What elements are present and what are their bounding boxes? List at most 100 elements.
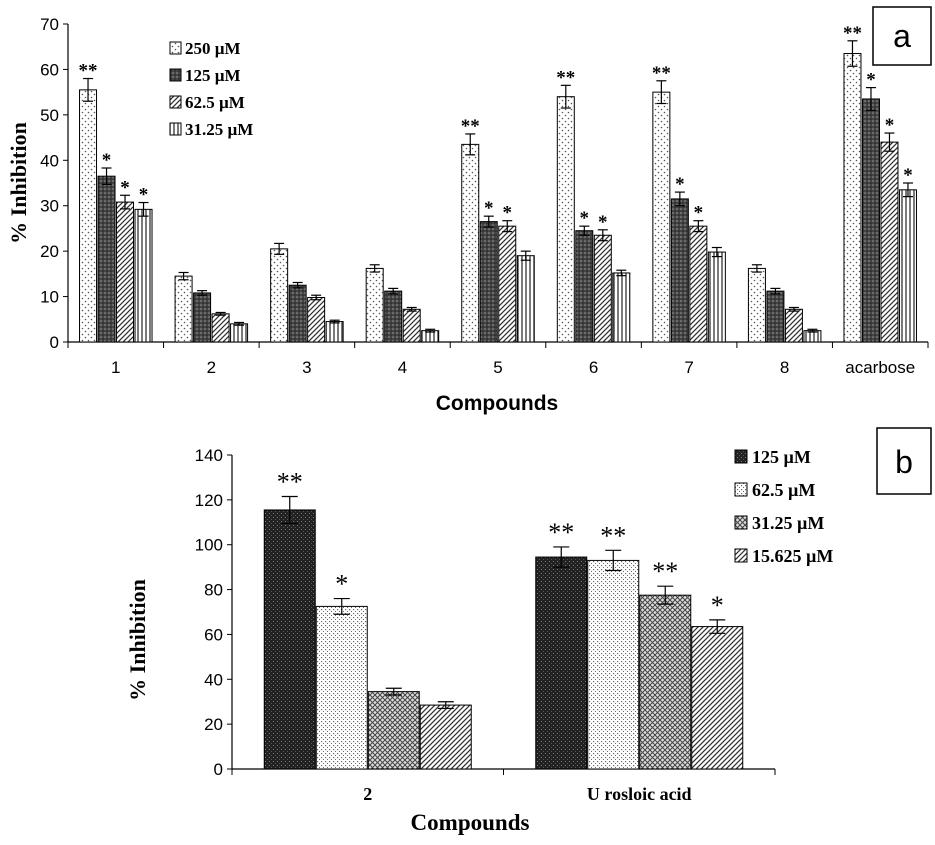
significance-mark-a: * xyxy=(580,208,590,229)
y-axis-label-b: % Inhibition xyxy=(125,579,150,701)
legend-label-b: 62.5 µM xyxy=(752,480,815,500)
legend-label-a: 62.5 µM xyxy=(185,93,245,112)
bar-a xyxy=(516,255,535,343)
bar-b xyxy=(639,594,692,770)
bar-a xyxy=(193,292,212,343)
bar-a xyxy=(288,284,307,343)
bar-a xyxy=(97,175,116,343)
y-tick-label-a: 40 xyxy=(40,151,59,170)
y-axis-label-a: % Inhibition xyxy=(6,122,31,244)
y-tick-label-b: 80 xyxy=(204,581,223,600)
y-tick-label-b: 40 xyxy=(204,670,223,689)
y-tick-label-a: 0 xyxy=(50,333,59,352)
bar-a xyxy=(384,290,403,343)
bar-b xyxy=(419,704,472,770)
legend-label-b: 125 µM xyxy=(752,447,811,467)
panel-label-box-a xyxy=(872,6,932,66)
bar-a xyxy=(670,198,689,343)
legend-label-a: 250 µM xyxy=(185,39,241,58)
significance-mark-b: ** xyxy=(652,557,678,586)
significance-mark-b: * xyxy=(335,570,348,599)
significance-mark-a: ** xyxy=(843,23,862,44)
bar-a xyxy=(898,189,917,343)
legend-swatch-b xyxy=(734,548,748,563)
y-tick-label-a: 20 xyxy=(40,242,59,261)
bar-a xyxy=(79,89,98,343)
bar-a xyxy=(747,267,766,343)
legend-swatch-a xyxy=(169,95,182,109)
x-tick-label-a: 3 xyxy=(302,358,311,377)
significance-mark-b: * xyxy=(711,591,724,620)
bar-b xyxy=(367,691,420,770)
x-tick-label-b: U rosloic acid xyxy=(587,784,692,804)
significance-mark-b: ** xyxy=(600,521,626,550)
legend-label-a: 125 µM xyxy=(185,66,241,85)
significance-mark-a: * xyxy=(885,115,895,136)
bar-a xyxy=(230,323,249,343)
x-tick-label-a: 7 xyxy=(684,358,693,377)
bar-a xyxy=(784,308,803,343)
y-tick-label-b: 120 xyxy=(195,491,223,510)
y-tick-label-b: 140 xyxy=(195,446,223,465)
bar-a xyxy=(461,143,480,343)
legend-label-a: 31.25 µM xyxy=(185,120,253,139)
significance-mark-a: * xyxy=(484,198,494,219)
bar-a xyxy=(211,313,230,343)
significance-mark-b: ** xyxy=(277,467,303,496)
legend-swatch-b xyxy=(734,449,748,464)
bar-a xyxy=(365,267,384,343)
bar-a xyxy=(575,230,594,343)
bar-a xyxy=(843,53,862,343)
bar-b xyxy=(691,626,744,770)
x-tick-label-a: 5 xyxy=(493,358,502,377)
x-tick-label-a: 8 xyxy=(780,358,789,377)
bar-b xyxy=(587,559,640,770)
bar-b xyxy=(535,556,588,770)
bar-a xyxy=(325,321,344,343)
significance-mark-a: * xyxy=(139,185,149,206)
legend-swatch-a xyxy=(169,41,182,55)
y-tick-label-b: 0 xyxy=(214,760,223,779)
x-axis-label-b: Compounds xyxy=(411,810,530,835)
bar-a xyxy=(116,201,135,343)
panel-label-b: b xyxy=(895,444,913,480)
significance-mark-a: * xyxy=(675,174,685,195)
bar-a xyxy=(270,248,289,343)
panel-label-box-b xyxy=(876,427,932,495)
y-tick-label-b: 20 xyxy=(204,715,223,734)
legend-swatch-b xyxy=(734,482,748,497)
panel-label-a: a xyxy=(893,18,911,54)
legend-label-b: 15.625 µM xyxy=(752,546,833,566)
y-tick-label-b: 100 xyxy=(195,536,223,555)
significance-mark-a: * xyxy=(694,203,704,224)
x-tick-label-a: 4 xyxy=(398,358,407,377)
significance-mark-a: ** xyxy=(652,63,671,84)
significance-mark-a: * xyxy=(598,212,608,233)
bar-a xyxy=(880,141,899,343)
x-tick-label-a: 6 xyxy=(589,358,598,377)
x-tick-label-b: 2 xyxy=(363,784,372,804)
y-tick-label-a: 50 xyxy=(40,106,59,125)
significance-mark-a: ** xyxy=(556,67,575,88)
x-axis-label-a: Compounds xyxy=(436,392,558,415)
bar-a xyxy=(402,308,421,343)
y-tick-label-b: 60 xyxy=(204,625,223,644)
bar-a xyxy=(307,296,326,343)
bar-b xyxy=(315,605,368,770)
bar-a xyxy=(479,221,498,343)
significance-mark-b: ** xyxy=(548,518,574,547)
bar-a xyxy=(652,91,671,343)
bar-a xyxy=(556,96,575,343)
bar-b xyxy=(263,509,316,770)
legend-swatch-a xyxy=(169,68,182,82)
bar-a xyxy=(612,272,631,343)
bar-a xyxy=(498,225,517,343)
bar-a xyxy=(689,225,708,343)
significance-mark-a: * xyxy=(120,177,130,198)
bar-a xyxy=(134,208,153,343)
y-tick-label-a: 70 xyxy=(40,15,59,34)
legend-label-b: 31.25 µM xyxy=(752,513,824,533)
